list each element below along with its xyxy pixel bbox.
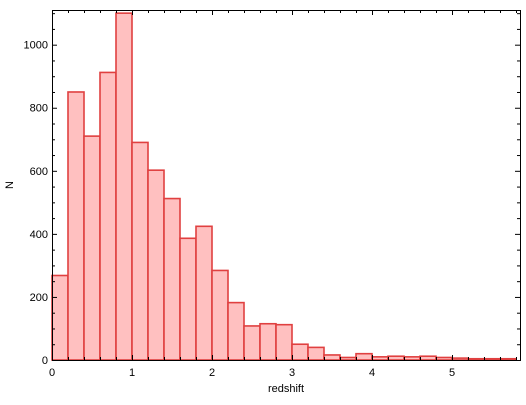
histogram-bar — [211, 269, 229, 361]
y-tick-label: 200 — [30, 292, 48, 304]
x-tick-label: 2 — [209, 367, 215, 379]
plot-frame — [52, 10, 521, 361]
histogram-bar — [99, 71, 117, 361]
y-tick-label: 1000 — [24, 40, 48, 52]
histogram-bar — [51, 274, 69, 361]
bars-layer — [51, 12, 517, 361]
histogram-bar — [115, 12, 133, 361]
y-axis-ticks: 0 200 400 600 800 1000 — [24, 13, 520, 367]
histogram-bar — [195, 225, 213, 361]
histogram-bar — [435, 356, 453, 361]
histogram-bar — [227, 301, 245, 361]
histogram-bar — [179, 237, 197, 361]
y-tick-label: 800 — [30, 103, 48, 115]
x-axis-ticks: 0 1 2 3 4 5 — [49, 10, 517, 379]
histogram-bar — [67, 91, 85, 361]
histogram-bar — [467, 357, 485, 361]
histogram-bar — [307, 346, 325, 361]
y-tick-label: 400 — [30, 229, 48, 241]
histogram-bar — [339, 356, 357, 361]
histogram-bar — [499, 357, 517, 361]
histogram-bar — [451, 357, 469, 361]
x-tick-label: 5 — [449, 367, 455, 379]
histogram-bar — [243, 325, 261, 361]
x-tick-label: 4 — [369, 367, 375, 379]
histogram-bar — [483, 357, 501, 361]
histogram-bar — [83, 135, 101, 361]
histogram-bar — [323, 354, 341, 361]
histogram-bar — [147, 169, 165, 361]
x-tick-label: 1 — [129, 367, 135, 379]
histogram-bar — [387, 355, 405, 361]
x-tick-label: 3 — [289, 367, 295, 379]
histogram-bar — [259, 322, 277, 361]
histogram-bar — [355, 352, 373, 361]
x-tick-label: 0 — [49, 367, 55, 379]
histogram-bar — [291, 343, 309, 361]
y-tick-label: 600 — [30, 166, 48, 178]
histogram-bar — [371, 356, 389, 361]
histogram-bar — [419, 355, 437, 361]
y-tick-label: 0 — [42, 355, 48, 367]
x-axis-label: redshift — [268, 383, 304, 395]
histogram-bar — [403, 356, 421, 361]
histogram-bar — [275, 323, 293, 361]
y-axis-label: N — [4, 181, 16, 189]
histogram-bar — [163, 197, 181, 361]
histogram-bar — [131, 141, 149, 361]
